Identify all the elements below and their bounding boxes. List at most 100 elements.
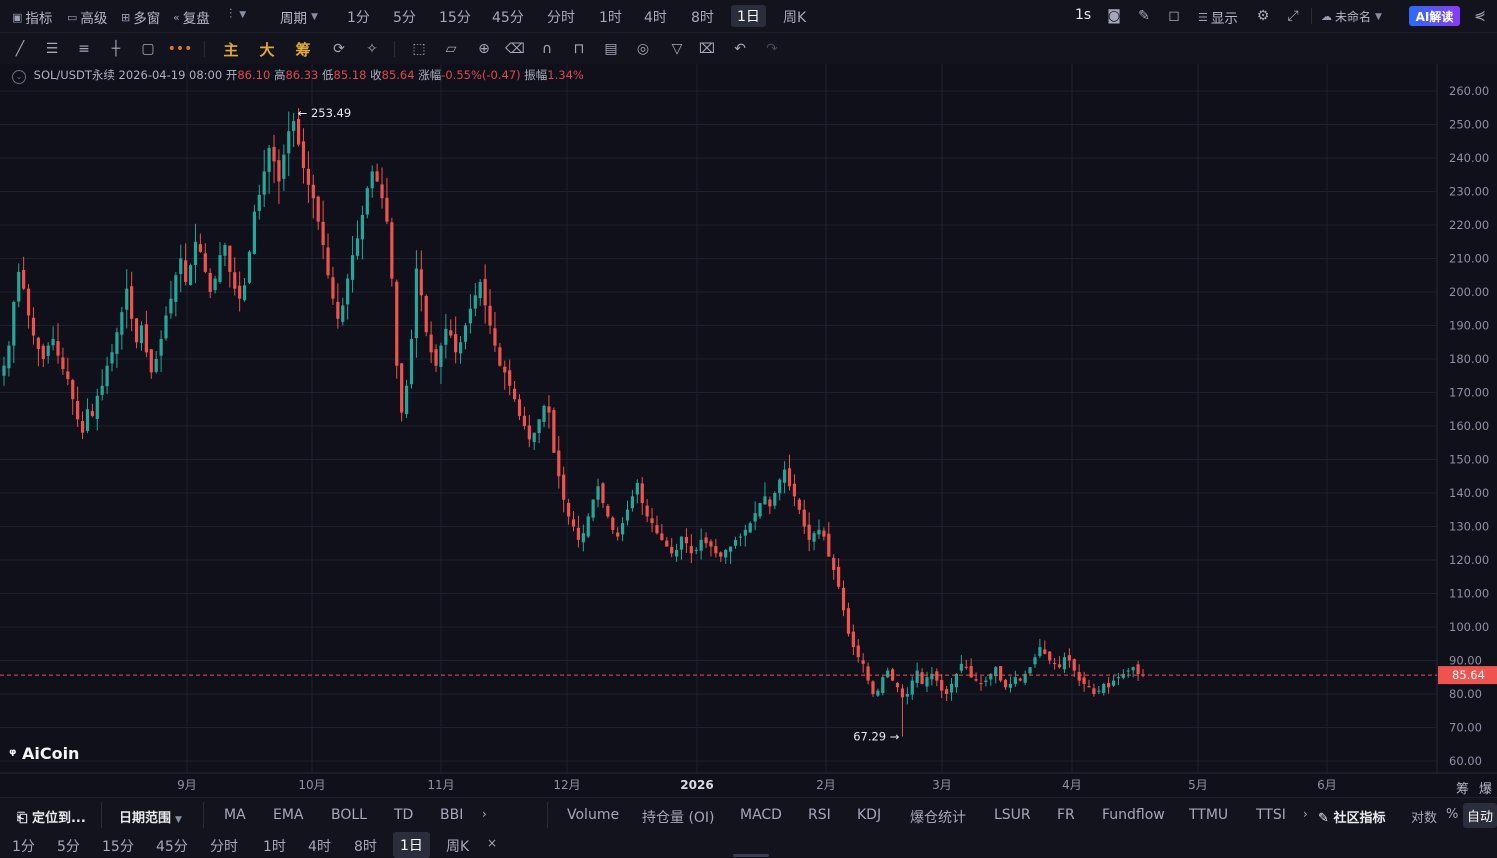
auto-scale-toggle[interactable]: 自动 [1463,803,1497,828]
chart-type-dropdown[interactable]: ⫶ ▼ [229,7,246,22]
zoom-icon[interactable]: ⊕ [478,41,490,57]
community-indicators-button[interactable]: ✎ 社区指标 [1318,807,1385,826]
liquidation-toggle[interactable]: 爆 [1479,782,1493,797]
period-1m[interactable]: 1分 [347,10,370,26]
indicator-bbi[interactable]: BBI [440,807,464,823]
quick-period-15m[interactable]: 15分 [102,839,134,855]
main-chip-button[interactable]: 主 [223,40,239,59]
indicator-td[interactable]: TD [394,807,414,823]
magnet-icon[interactable]: ∩ [541,41,553,57]
multi-window-label: 多窗 [133,11,161,27]
select-icon[interactable]: ⬚ [412,41,426,57]
indicator-ttsi[interactable]: TTSI [1256,807,1286,823]
candle-body [100,385,104,395]
quick-period-5m[interactable]: 5分 [57,839,80,855]
price-chart[interactable]: 260.00 250.00 240.00 230.00 220.00 210.00 200.… [0,64,1497,796]
period-timeshare[interactable]: 分时 [547,10,575,26]
indicator-rsi[interactable]: RSI [808,807,831,823]
date-range-dropdown[interactable]: 日期范围 ▼ [119,807,182,826]
advanced-button[interactable]: ▭ 高级 [67,7,107,28]
filter-icon[interactable]: ▽ [671,41,683,57]
ruler-icon[interactable]: ▱ [445,41,457,57]
period-5m[interactable]: 5分 [393,10,416,26]
amplitude-value: 1.34% [547,68,584,82]
indicator-oi[interactable]: 持仓量 (OI) [642,810,715,826]
indicator-volume[interactable]: Volume [567,807,620,823]
chevron-right-icon[interactable]: › [1303,807,1308,821]
indicator-ma[interactable]: MA [224,807,246,823]
indicator-ttmu[interactable]: TTMU [1189,807,1229,823]
fullscreen-icon[interactable]: ⤢ [1287,8,1299,24]
chip-distribution-button[interactable]: 筹 [295,40,311,59]
scroll-handle[interactable] [733,854,769,857]
notes-icon[interactable]: ▤ [604,41,618,57]
quick-period-1w[interactable]: 周K [446,839,470,855]
quick-period-timeshare[interactable]: 分时 [210,839,238,855]
period-8h[interactable]: 8时 [691,10,714,26]
ai-interpret-button[interactable]: AI解读 [1409,6,1460,26]
refresh-chart-icon[interactable]: ⟳ [333,41,345,57]
rectangle-icon[interactable]: ▢ [141,41,155,57]
undo-icon[interactable]: ↶ [734,41,746,57]
indicator-boll[interactable]: BOLL [331,807,367,823]
period-1d[interactable]: 1日 [731,5,766,27]
quick-period-1h[interactable]: 1时 [263,839,286,855]
indicators-button[interactable]: ▣ 指标 [12,7,52,28]
redo-icon[interactable]: ↷ [766,41,778,57]
refresh-interval[interactable]: 1s [1075,7,1092,23]
indicator-ema[interactable]: EMA [273,807,304,823]
magic-icon[interactable]: ✧ [366,41,378,57]
period-1w[interactable]: 周K [783,10,807,26]
indicator-fr[interactable]: FR [1057,807,1075,823]
big-order-button[interactable]: 大 [259,40,275,59]
quick-period-8h[interactable]: 8时 [354,839,377,855]
replay-button[interactable]: « 复盘 [173,7,210,28]
locate-button[interactable]: ⎗ 定位到... [17,807,86,826]
delete-icon[interactable]: ⌧ [698,41,716,57]
visibility-icon[interactable]: ◎ [636,41,650,57]
comment-icon[interactable]: ◻ [1168,8,1180,24]
log-scale-toggle[interactable]: 对数 [1411,811,1438,826]
chip-toggle[interactable]: 筹 [1456,782,1470,797]
indicator-fundflow[interactable]: Fundflow [1102,807,1165,823]
trendline-icon[interactable]: ╱ [15,41,25,57]
collapse-icon[interactable]: ⌄ [12,70,26,84]
period-15m[interactable]: 15分 [439,10,471,26]
chevron-right-icon[interactable]: › [482,807,487,821]
quick-period-1m[interactable]: 1分 [12,839,35,855]
indicator-macd[interactable]: MACD [740,807,782,823]
share-icon[interactable]: ⋞ [1474,8,1486,24]
period-1h[interactable]: 1时 [599,10,622,26]
candle-body [876,690,880,696]
multi-window-button[interactable]: ⊞ 多窗 [121,7,161,28]
candle-body [213,278,217,291]
percent-scale-toggle[interactable]: % [1446,807,1459,822]
parallel-lines-icon[interactable]: ☰ [45,41,59,57]
layout-dropdown[interactable]: ☁ 未命名 ▼ [1321,8,1382,25]
camera-icon[interactable]: ◙ [1107,8,1121,24]
lock-icon[interactable]: ⊓ [573,41,585,57]
indicator-liquidation[interactable]: 爆仓统计 [910,810,966,826]
candle-body [252,211,256,254]
period-45m[interactable]: 45分 [492,10,524,26]
period-dropdown[interactable]: 周期 ▼ [280,7,318,27]
settings-icon[interactable]: ⚙ [1256,8,1270,24]
candle-body [905,694,909,697]
close-quick-bar-icon[interactable]: × [487,836,498,850]
pen-icon[interactable]: ✎ [1138,8,1150,24]
indicator-lsur[interactable]: LSUR [994,807,1031,823]
quick-period-1d[interactable]: 1日 [393,832,430,858]
candle-body [1013,677,1017,684]
more-tools-icon[interactable]: ••• [167,41,193,57]
quick-period-4h[interactable]: 4时 [308,839,331,855]
period-4h[interactable]: 4时 [644,10,667,26]
symbol-name[interactable]: SOL/USDT永续 [33,68,115,82]
indicator-kdj[interactable]: KDJ [857,807,882,823]
x-tick-label: 10月 [298,778,325,792]
display-button[interactable]: ☰ 显示 [1198,7,1238,28]
aicoin-logo: ᵠ AiCoin [9,744,80,763]
quick-period-45m[interactable]: 45分 [156,839,188,855]
horizontal-ray-icon[interactable]: ┼ [111,41,121,57]
eraser-icon[interactable]: ⌫ [505,41,525,57]
horizontal-lines-icon[interactable]: ≡ [78,41,90,57]
